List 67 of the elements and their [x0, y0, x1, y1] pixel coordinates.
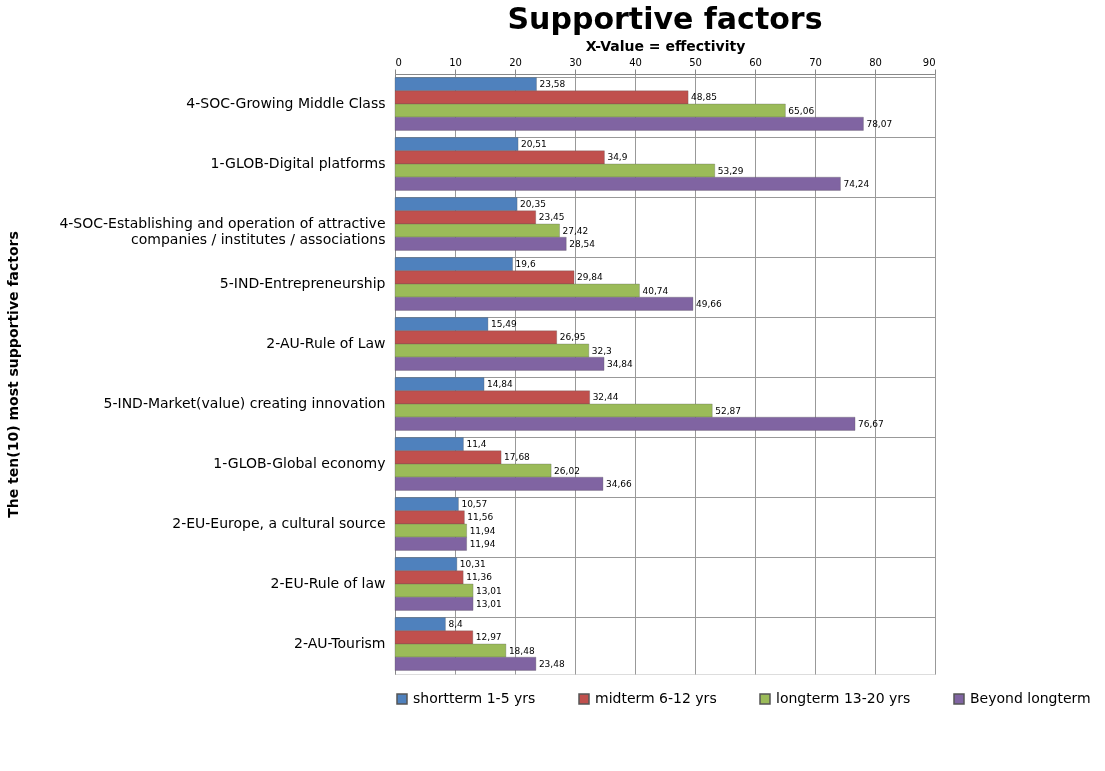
y-tick-label: 2-AU-Tourism [294, 635, 386, 651]
data-label: 34,9 [607, 152, 628, 163]
data-label: 74,24 [843, 178, 870, 189]
legend-label: longterm 13-20 yrs [776, 690, 911, 706]
data-label: 13,01 [476, 598, 502, 609]
data-label: 78,07 [866, 118, 893, 129]
data-label: 15,49 [490, 319, 517, 330]
x-tick-label: 40 [629, 56, 642, 68]
x-tick-label: 50 [689, 56, 702, 68]
data-label: 53,29 [717, 165, 744, 176]
data-label: 29,84 [577, 272, 604, 283]
y-tick-label: 2-EU-Rule of law [270, 575, 386, 591]
x-tick-label: 20 [509, 56, 522, 68]
data-label: 27,42 [562, 225, 589, 236]
data-label: 48,85 [691, 92, 717, 103]
data-label: 40,74 [642, 285, 669, 296]
data-label: 52,87 [715, 405, 741, 416]
data-label: 8,4 [448, 619, 463, 630]
y-tick-label: 2-EU-Europe, a cultural source [172, 515, 386, 531]
x-tick-label: 70 [809, 56, 822, 68]
data-label: 34,66 [605, 478, 632, 489]
y-tick-label: 4-SOC-Growing Middle Class [186, 95, 386, 111]
data-label: 13,01 [476, 585, 502, 596]
data-label: 11,4 [466, 439, 487, 450]
data-label: 10,31 [459, 559, 486, 570]
data-label: 26,95 [559, 332, 586, 343]
legend-label: midterm 6-12 yrs [595, 690, 717, 706]
data-label: 19,6 [515, 259, 536, 270]
chart-title: Supportive factors [507, 1, 823, 36]
y-tick-label: 2-AU-Rule of Law [266, 335, 386, 351]
y-tick-label: 5-IND-Entrepreneurship [219, 275, 386, 291]
x-tick-label: 80 [869, 56, 882, 68]
data-label: 76,67 [858, 418, 884, 429]
data-label: 11,94 [469, 525, 496, 536]
x-tick-label: 90 [922, 56, 936, 68]
data-label: 23,48 [538, 658, 565, 669]
data-label: 49,66 [695, 298, 722, 309]
x-tick-label: 10 [449, 56, 462, 68]
data-label: 14,84 [487, 379, 514, 390]
data-label: 11,94 [469, 538, 496, 549]
legend-label: Beyond longterm [970, 690, 1091, 706]
data-label: 23,58 [539, 79, 566, 90]
data-label: 34,84 [607, 358, 634, 369]
x-axis-title: X-Value = effectivity [585, 37, 746, 54]
data-label: 11,36 [466, 572, 493, 583]
legend-label: shortterm 1-5 yrs [413, 690, 536, 706]
data-label: 11,56 [467, 512, 494, 523]
y-axis-title: The ten(10) most supportive factors [4, 231, 21, 518]
data-label: 65,06 [788, 105, 815, 116]
data-label: 17,68 [504, 452, 531, 463]
data-label: 20,51 [521, 139, 547, 150]
data-label: 32,44 [592, 392, 619, 403]
data-label: 26,02 [554, 465, 580, 476]
y-tick-label: 5-IND-Market(value) creating innovation [103, 395, 386, 411]
data-label: 23,45 [538, 212, 565, 223]
y-tick-label: 1-GLOB-Digital platforms [210, 155, 386, 171]
data-label: 18,48 [508, 645, 535, 656]
data-label: 12,97 [475, 632, 502, 643]
data-label: 32,3 [591, 345, 612, 356]
data-label: 28,54 [569, 238, 596, 249]
y-tick-label: 1-GLOB-Global economy [213, 455, 386, 471]
data-label: 10,57 [461, 499, 488, 510]
data-label: 20,35 [520, 199, 546, 210]
x-tick-label: 60 [749, 56, 762, 68]
x-tick-label: 0 [395, 56, 402, 68]
y-tick-label: 4-SOC-Establishing and operation of attractive companies / institutes / associations [59, 215, 386, 247]
x-tick-label: 30 [569, 56, 582, 68]
